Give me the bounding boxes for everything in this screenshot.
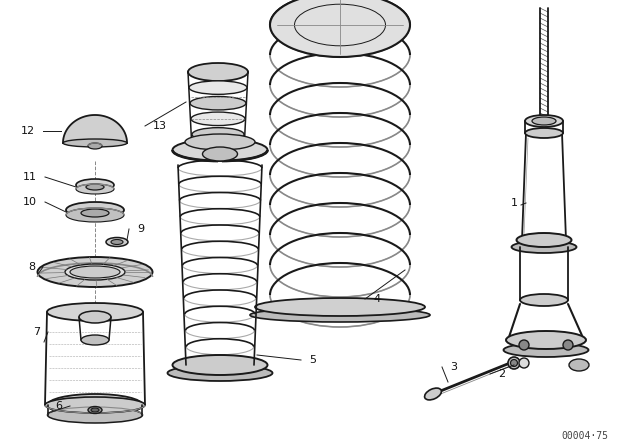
Ellipse shape xyxy=(516,233,572,247)
Ellipse shape xyxy=(88,143,102,149)
Ellipse shape xyxy=(76,179,114,191)
Text: 13: 13 xyxy=(153,121,167,131)
Ellipse shape xyxy=(519,358,529,368)
Text: 7: 7 xyxy=(33,327,40,337)
Text: 4: 4 xyxy=(373,294,380,304)
Text: 9: 9 xyxy=(137,224,144,234)
Ellipse shape xyxy=(250,308,430,322)
Ellipse shape xyxy=(86,184,104,190)
Text: 6: 6 xyxy=(55,401,62,411)
Ellipse shape xyxy=(188,63,248,81)
Ellipse shape xyxy=(532,117,556,125)
Ellipse shape xyxy=(424,388,442,400)
Ellipse shape xyxy=(520,294,568,306)
Ellipse shape xyxy=(506,331,586,349)
Ellipse shape xyxy=(88,406,102,414)
Ellipse shape xyxy=(63,139,127,147)
Ellipse shape xyxy=(47,407,143,423)
Ellipse shape xyxy=(569,359,589,371)
Ellipse shape xyxy=(563,340,573,350)
Ellipse shape xyxy=(511,241,577,253)
Ellipse shape xyxy=(190,96,246,110)
Text: 2: 2 xyxy=(498,369,505,379)
Text: 8: 8 xyxy=(28,262,35,272)
Ellipse shape xyxy=(81,209,109,217)
Text: 5: 5 xyxy=(309,355,316,365)
Ellipse shape xyxy=(192,128,244,141)
Ellipse shape xyxy=(70,266,120,278)
Ellipse shape xyxy=(38,257,152,287)
Ellipse shape xyxy=(191,112,245,125)
Ellipse shape xyxy=(504,343,589,357)
Ellipse shape xyxy=(173,355,268,375)
Ellipse shape xyxy=(45,397,145,413)
Ellipse shape xyxy=(519,340,529,350)
Ellipse shape xyxy=(81,335,109,345)
Ellipse shape xyxy=(111,240,123,245)
Ellipse shape xyxy=(168,365,273,381)
Text: 11: 11 xyxy=(23,172,37,182)
Ellipse shape xyxy=(511,359,518,366)
Ellipse shape xyxy=(106,237,128,246)
Ellipse shape xyxy=(47,303,143,321)
Ellipse shape xyxy=(66,202,124,218)
Ellipse shape xyxy=(508,357,520,369)
Ellipse shape xyxy=(255,298,425,316)
Ellipse shape xyxy=(79,311,111,323)
Ellipse shape xyxy=(66,208,124,222)
Ellipse shape xyxy=(76,184,114,194)
Text: 3: 3 xyxy=(450,362,457,372)
Ellipse shape xyxy=(189,81,247,95)
Ellipse shape xyxy=(47,394,143,416)
Ellipse shape xyxy=(91,408,99,412)
Text: 1: 1 xyxy=(511,198,518,208)
Ellipse shape xyxy=(202,147,237,161)
Ellipse shape xyxy=(525,128,563,138)
Text: 10: 10 xyxy=(23,197,37,207)
Ellipse shape xyxy=(188,65,248,79)
Text: 00004·75: 00004·75 xyxy=(561,431,608,441)
Ellipse shape xyxy=(525,115,563,127)
Ellipse shape xyxy=(173,139,268,161)
Ellipse shape xyxy=(193,143,243,157)
Ellipse shape xyxy=(185,134,255,150)
Text: 12: 12 xyxy=(21,126,35,136)
Ellipse shape xyxy=(65,264,125,280)
Polygon shape xyxy=(63,115,127,143)
Ellipse shape xyxy=(270,0,410,57)
